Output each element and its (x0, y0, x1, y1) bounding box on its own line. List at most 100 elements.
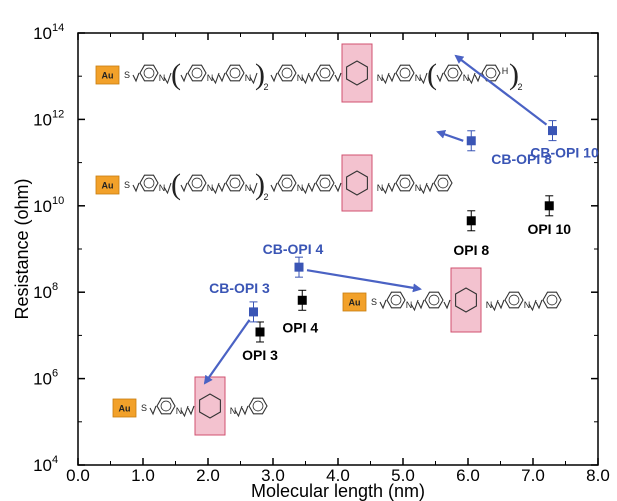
bond (180, 182, 188, 193)
bond (132, 182, 140, 193)
bond (419, 182, 428, 195)
bond (308, 182, 316, 193)
repeat-bracket-close: ) (255, 168, 265, 201)
x-tick-label: 5.0 (391, 466, 415, 485)
x-tick-label: 8.0 (586, 466, 610, 485)
x-tick-label: 0.0 (66, 466, 90, 485)
structure-arrow (203, 319, 251, 385)
point-label: CB-OPI 4 (263, 241, 324, 257)
repeat-subscript: 2 (263, 192, 268, 202)
nitrogen-label: N (245, 73, 252, 83)
data-marker (466, 136, 476, 146)
nitrogen-label: N (463, 73, 470, 83)
bond (388, 182, 396, 193)
nitrogen-label: N (159, 183, 166, 193)
cyclohexane-ring (346, 60, 368, 86)
bond (535, 299, 543, 310)
bond (419, 72, 428, 85)
bond (474, 72, 482, 83)
x-tick-label: 2.0 (196, 466, 220, 485)
bond (149, 405, 157, 416)
benzene-ring (504, 291, 524, 309)
nitrogen-label: N (415, 183, 422, 193)
point-label: OPI 10 (527, 221, 571, 237)
bond (249, 72, 258, 85)
sulfur-label: S (124, 70, 130, 80)
structure-arrow (306, 269, 422, 293)
bond (528, 299, 537, 312)
repeat-bracket-close: ) (255, 58, 265, 91)
data-marker (466, 216, 476, 226)
bond (388, 72, 396, 83)
sulfur-label: S (371, 297, 377, 307)
aromatic-circle (281, 177, 293, 189)
nitrogen-label: N (524, 300, 531, 310)
y-tick-label: 10 (33, 370, 52, 389)
aromatic-circle (143, 177, 155, 189)
data-marker (294, 262, 304, 272)
aromatic-circle (143, 67, 155, 79)
aromatic-circle (319, 177, 331, 189)
gold-electrode (342, 292, 367, 312)
repeat-subscript: 2 (517, 82, 522, 92)
data-marker (255, 327, 265, 337)
aromatic-circle (229, 67, 241, 79)
data-marker (249, 307, 258, 317)
y-axis-label: Resistance (ohm) (12, 178, 32, 319)
y-tick-label: 10 (33, 197, 52, 216)
data-marker (544, 201, 554, 211)
nitrogen-label: N (297, 73, 304, 83)
y-tick-exponent: 8 (52, 281, 58, 293)
benzene-ring (433, 174, 453, 192)
bond (218, 72, 226, 83)
aromatic-circle (191, 177, 203, 189)
bond (180, 72, 188, 83)
gold-electrode (95, 175, 120, 195)
gold-electrode (95, 65, 120, 85)
gold-label: Au (102, 71, 114, 81)
point-label: CB-OPI 10 (530, 145, 599, 161)
x-tick-label: 7.0 (521, 466, 545, 485)
bond (301, 182, 310, 195)
benzene-ring (395, 64, 415, 82)
molecule-structures: Au S N(N N)2N N N(NH)2Au S N(N N)2N N NAu S N N NAu S N N (95, 43, 562, 436)
repeat-bracket-open: ( (427, 58, 437, 91)
y-tick-label: 10 (33, 24, 52, 43)
y-tick-exponent: 4 (52, 454, 58, 466)
bond (467, 72, 476, 85)
gold-label: Au (102, 181, 114, 191)
repeat-subscript: 2 (263, 82, 268, 92)
repeat-bracket-close: ) (509, 58, 519, 91)
benzene-ring (187, 174, 207, 192)
bond (249, 182, 258, 195)
aromatic-circle (281, 67, 293, 79)
bond (426, 182, 434, 193)
nitrogen-label: N (245, 183, 252, 193)
aromatic-circle (160, 400, 172, 412)
nitrogen-label: N (176, 406, 183, 416)
gold-electrode (112, 398, 137, 418)
point-label: CB-OPI 3 (209, 280, 270, 296)
benzene-ring (386, 291, 406, 309)
aromatic-circle (229, 177, 241, 189)
x-tick-label: 1.0 (131, 466, 155, 485)
bond (443, 299, 451, 310)
bond (234, 405, 243, 418)
benzene-ring (395, 174, 415, 192)
gold-label: Au (119, 404, 131, 414)
bond (270, 72, 278, 83)
nitrogen-label: N (486, 300, 493, 310)
aromatic-circle (508, 294, 520, 306)
bond (132, 72, 140, 83)
aromatic-circle (447, 67, 459, 79)
aromatic-circle (399, 177, 411, 189)
y-tick-exponent: 12 (52, 108, 64, 120)
y-tick-label: 10 (33, 456, 52, 475)
benzene-ring (156, 397, 176, 415)
benzene-ring (315, 64, 335, 82)
cyclohexane-ring (199, 393, 221, 419)
nitrogen-label: N (230, 406, 237, 416)
point-label: OPI 3 (242, 347, 278, 363)
